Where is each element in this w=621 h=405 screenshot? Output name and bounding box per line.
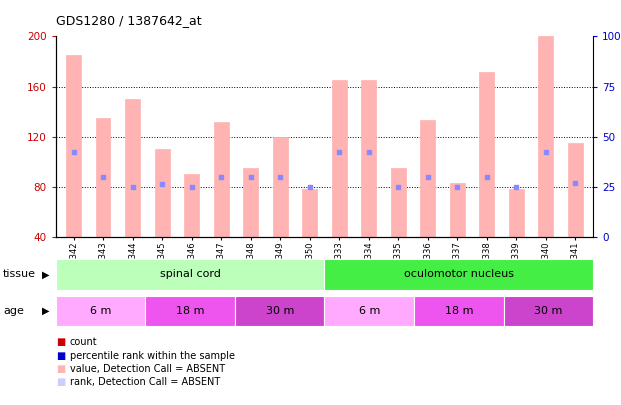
Bar xyxy=(184,174,199,237)
Bar xyxy=(56,296,145,326)
Text: 18 m: 18 m xyxy=(445,306,473,316)
Bar xyxy=(479,72,494,237)
Bar xyxy=(324,259,593,290)
Bar xyxy=(391,168,406,237)
Bar xyxy=(420,120,435,237)
Bar xyxy=(324,296,414,326)
Text: 6 m: 6 m xyxy=(358,306,380,316)
Text: ▶: ▶ xyxy=(42,306,50,316)
Bar xyxy=(125,99,140,237)
Bar xyxy=(243,168,258,237)
Text: rank, Detection Call = ABSENT: rank, Detection Call = ABSENT xyxy=(70,377,220,387)
Bar xyxy=(214,122,229,237)
Text: ■: ■ xyxy=(56,377,65,387)
Text: 6 m: 6 m xyxy=(90,306,111,316)
Bar xyxy=(509,189,524,237)
Text: ■: ■ xyxy=(56,364,65,374)
Bar xyxy=(538,36,553,237)
Text: ▶: ▶ xyxy=(42,269,50,279)
Bar xyxy=(273,137,288,237)
Text: count: count xyxy=(70,337,97,347)
Bar xyxy=(332,80,347,237)
Bar xyxy=(302,189,317,237)
Text: GDS1280 / 1387642_at: GDS1280 / 1387642_at xyxy=(56,14,202,27)
Bar xyxy=(96,118,111,237)
Text: ■: ■ xyxy=(56,351,65,360)
Text: 18 m: 18 m xyxy=(176,306,204,316)
Text: spinal cord: spinal cord xyxy=(160,269,220,279)
Text: ■: ■ xyxy=(56,337,65,347)
Bar xyxy=(450,183,465,237)
Text: tissue: tissue xyxy=(3,269,36,279)
Bar xyxy=(504,296,593,326)
Text: 30 m: 30 m xyxy=(266,306,294,316)
Text: 30 m: 30 m xyxy=(534,306,563,316)
Bar xyxy=(361,80,376,237)
Bar xyxy=(145,296,235,326)
Text: value, Detection Call = ABSENT: value, Detection Call = ABSENT xyxy=(70,364,225,374)
Bar xyxy=(414,296,504,326)
Bar xyxy=(155,149,170,237)
Bar xyxy=(568,143,582,237)
Bar xyxy=(56,259,324,290)
Text: percentile rank within the sample: percentile rank within the sample xyxy=(70,351,235,360)
Bar xyxy=(235,296,324,326)
Bar xyxy=(66,55,81,237)
Text: oculomotor nucleus: oculomotor nucleus xyxy=(404,269,514,279)
Text: age: age xyxy=(3,306,24,316)
